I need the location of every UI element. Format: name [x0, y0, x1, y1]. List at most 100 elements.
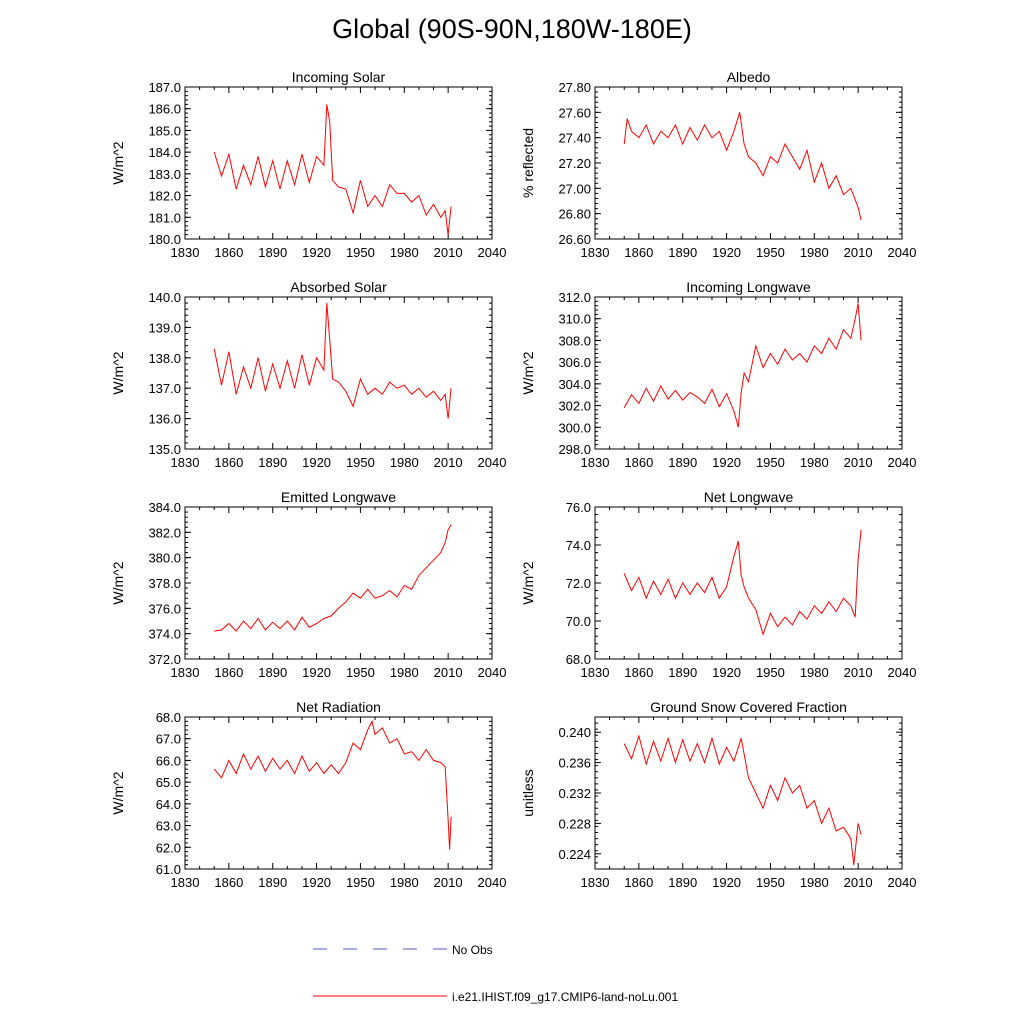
x-tick-label: 1980 — [800, 665, 829, 680]
x-tick-label: 1920 — [712, 455, 741, 470]
y-axis-label: % reflected — [520, 128, 536, 198]
chart-panel-7: Ground Snow Covered Fraction 1830 1860 1890… — [520, 699, 916, 890]
y-tick-label: 76.0 — [566, 500, 591, 515]
x-tick-label: 1980 — [390, 455, 419, 470]
page-title: Global (90S-90N,180W-180E) — [332, 14, 692, 44]
x-tick-label: 1950 — [756, 455, 785, 470]
y-tick-label: 376.0 — [148, 601, 181, 616]
x-tick-label: 1980 — [390, 245, 419, 260]
x-tick-label: 1830 — [581, 665, 610, 680]
y-tick-label: 378.0 — [148, 576, 181, 591]
plot-frame — [594, 296, 903, 450]
series-line-0 — [623, 112, 862, 221]
y-axis-label: W/m^2 — [110, 351, 126, 394]
x-tick-label: 2040 — [478, 245, 507, 260]
x-tick-label: 1980 — [800, 875, 829, 890]
y-tick-label: 382.0 — [148, 525, 181, 540]
y-tick-label: 298.0 — [558, 442, 591, 457]
y-tick-label: 0.240 — [558, 725, 591, 740]
panel-title: Albedo — [727, 69, 771, 85]
y-tick-label: 0.224 — [558, 847, 591, 862]
legend-label-model: i.e21.IHIST.f09_g17.CMIP6-land-noLu.001 — [452, 990, 678, 1004]
chart-panel-5: Net Longwave 1830 1860 1890 1920 1950 1980 2010… — [520, 489, 916, 680]
x-tick-label: 1950 — [346, 245, 375, 260]
plot-frame — [184, 506, 493, 660]
x-tick-label: 1890 — [668, 455, 697, 470]
x-tick-label: 1980 — [800, 455, 829, 470]
y-tick-label: 65.0 — [156, 775, 181, 790]
y-tick-label: 308.0 — [558, 333, 591, 348]
x-tick-label: 2010 — [844, 455, 873, 470]
y-tick-label: 74.0 — [566, 538, 591, 553]
y-tick-label: 68.0 — [566, 652, 591, 667]
x-tick-label: 1830 — [171, 665, 200, 680]
y-tick-label: 139.0 — [148, 320, 181, 335]
x-tick-label: 2010 — [844, 875, 873, 890]
x-tick-label: 2010 — [434, 455, 463, 470]
y-axis-label: W/m^2 — [110, 141, 126, 184]
x-tick-label: 1980 — [390, 665, 419, 680]
chart-panel-0: Incoming Solar 1830 1860 1890 1920 1950 1980 20… — [110, 69, 506, 260]
plot-frame — [184, 86, 493, 240]
y-tick-label: 380.0 — [148, 551, 181, 566]
panel-title: Absorbed Solar — [290, 279, 387, 295]
y-tick-label: 184.0 — [148, 145, 181, 160]
x-tick-label: 2040 — [888, 875, 917, 890]
x-tick-label: 1920 — [712, 245, 741, 260]
x-tick-label: 1920 — [302, 875, 331, 890]
y-tick-label: 187.0 — [148, 80, 181, 95]
y-tick-label: 183.0 — [148, 167, 181, 182]
x-tick-label: 1890 — [258, 875, 287, 890]
y-tick-label: 27.60 — [558, 105, 591, 120]
y-tick-label: 306.0 — [558, 355, 591, 370]
y-tick-label: 300.0 — [558, 420, 591, 435]
y-tick-label: 138.0 — [148, 351, 181, 366]
y-tick-label: 384.0 — [148, 500, 181, 515]
y-tick-label: 374.0 — [148, 627, 181, 642]
y-tick-label: 63.0 — [156, 819, 181, 834]
plot-frame — [184, 716, 493, 870]
legend-label-no-obs: No Obs — [452, 943, 493, 957]
series-line-0 — [213, 104, 452, 235]
x-tick-label: 1860 — [624, 455, 653, 470]
y-tick-label: 64.0 — [156, 797, 181, 812]
y-tick-label: 140.0 — [148, 290, 181, 305]
y-tick-label: 182.0 — [148, 189, 181, 204]
x-tick-label: 1890 — [668, 245, 697, 260]
y-tick-label: 27.00 — [558, 181, 591, 196]
x-tick-label: 1980 — [390, 875, 419, 890]
chart-panel-2: Absorbed Solar 1830 1860 1890 1920 1950 1980 20… — [110, 279, 506, 470]
y-tick-label: 26.60 — [558, 232, 591, 247]
y-tick-label: 136.0 — [148, 412, 181, 427]
x-tick-label: 1830 — [171, 245, 200, 260]
panel-title: Net Radiation — [296, 699, 381, 715]
x-tick-label: 1920 — [712, 875, 741, 890]
legend: No Obs i.e21.IHIST.f09_g17.CMIP6-land-no… — [313, 943, 678, 1004]
y-tick-label: 61.0 — [156, 862, 181, 877]
y-tick-label: 137.0 — [148, 381, 181, 396]
x-tick-label: 1830 — [581, 875, 610, 890]
plot-frame — [184, 296, 493, 450]
y-tick-label: 302.0 — [558, 399, 591, 414]
x-tick-label: 2010 — [434, 875, 463, 890]
x-tick-label: 2040 — [478, 875, 507, 890]
x-tick-label: 1860 — [624, 245, 653, 260]
y-tick-label: 304.0 — [558, 377, 591, 392]
y-tick-label: 0.228 — [558, 816, 591, 831]
x-tick-label: 1830 — [581, 455, 610, 470]
x-tick-label: 1980 — [800, 245, 829, 260]
y-tick-label: 180.0 — [148, 232, 181, 247]
y-axis-label: W/m^2 — [520, 561, 536, 604]
x-tick-label: 1860 — [214, 455, 243, 470]
x-tick-label: 1950 — [346, 455, 375, 470]
series-line-0 — [214, 524, 452, 632]
chart-panels: Incoming Solar 1830 1860 1890 1920 1950 1980 20… — [110, 69, 916, 890]
y-tick-label: 68.0 — [156, 710, 181, 725]
x-tick-label: 2010 — [434, 665, 463, 680]
x-tick-label: 1830 — [171, 455, 200, 470]
y-tick-label: 186.0 — [148, 102, 181, 117]
y-tick-label: 312.0 — [558, 290, 591, 305]
series-line-0 — [623, 529, 862, 636]
x-tick-label: 1860 — [214, 875, 243, 890]
